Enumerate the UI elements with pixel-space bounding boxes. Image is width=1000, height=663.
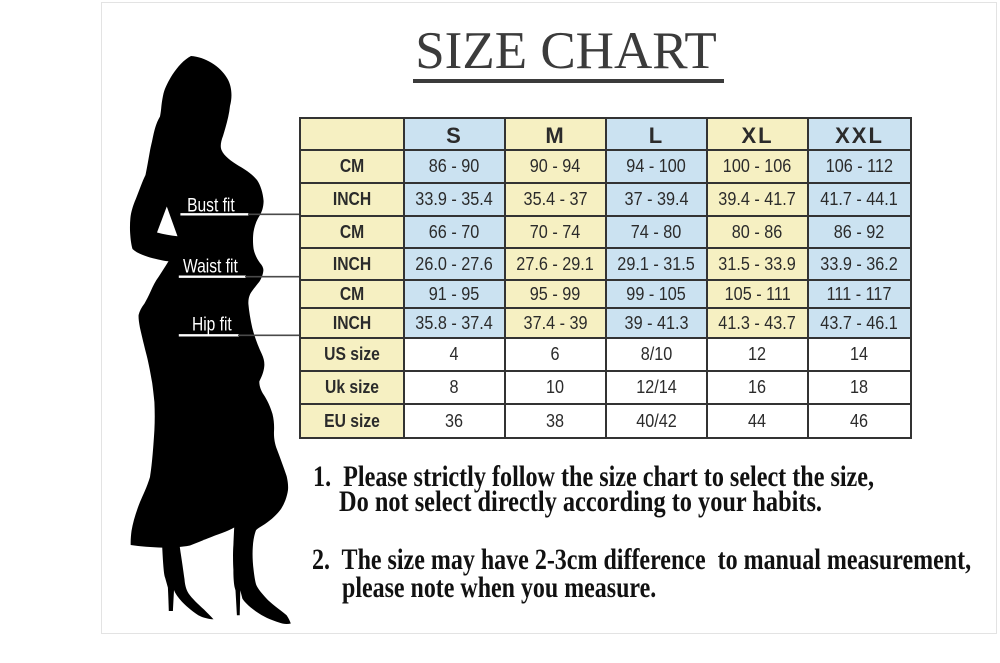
svg-text:Bust fit: Bust fit — [187, 194, 235, 216]
svg-text:Waist fit: Waist fit — [183, 255, 238, 277]
svg-text:Hip fit: Hip fit — [192, 313, 232, 335]
